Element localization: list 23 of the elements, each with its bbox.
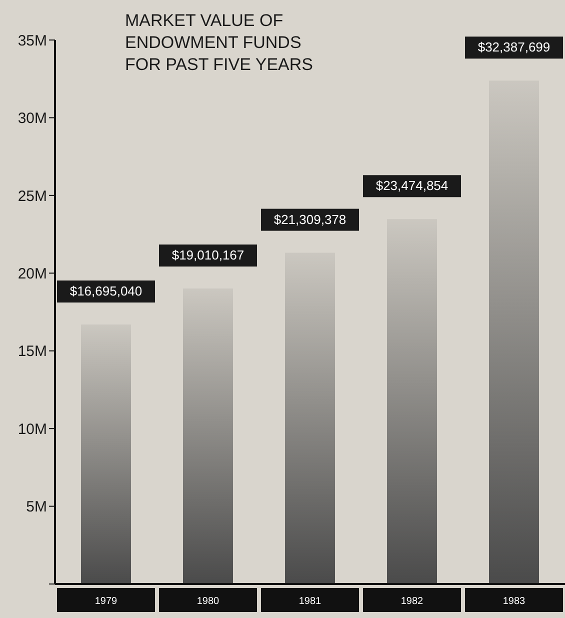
data-label: $21,309,378 [274, 212, 346, 227]
bar [285, 252, 335, 584]
y-tick-label: 35M [18, 32, 47, 50]
bar [183, 288, 233, 584]
data-label: $19,010,167 [172, 248, 244, 263]
y-tick-label: 10M [18, 420, 47, 438]
x-tick-label: 1980 [196, 596, 220, 607]
bar [489, 80, 539, 584]
y-tick-label: 5M [26, 498, 47, 516]
data-label: $32,387,699 [478, 40, 550, 55]
y-tick-label: 30M [18, 110, 47, 128]
x-tick-label: 1983 [502, 596, 526, 607]
x-tick-label: 1979 [94, 596, 118, 607]
y-tick-label: 20M [18, 265, 47, 282]
data-label: $23,474,854 [376, 178, 448, 194]
y-tick-label: 25M [18, 188, 47, 205]
x-tick-label: 1982 [400, 596, 424, 607]
y-tick-label: 15M [18, 343, 47, 360]
x-tick-label: 1981 [298, 596, 322, 607]
chart-title: MARKET VALUE OF ENDOWMENT FUNDS FOR PAST FIVE YEARS [125, 10, 314, 76]
bar [81, 324, 131, 584]
data-label: $16,695,040 [70, 284, 142, 299]
bar [387, 219, 437, 584]
